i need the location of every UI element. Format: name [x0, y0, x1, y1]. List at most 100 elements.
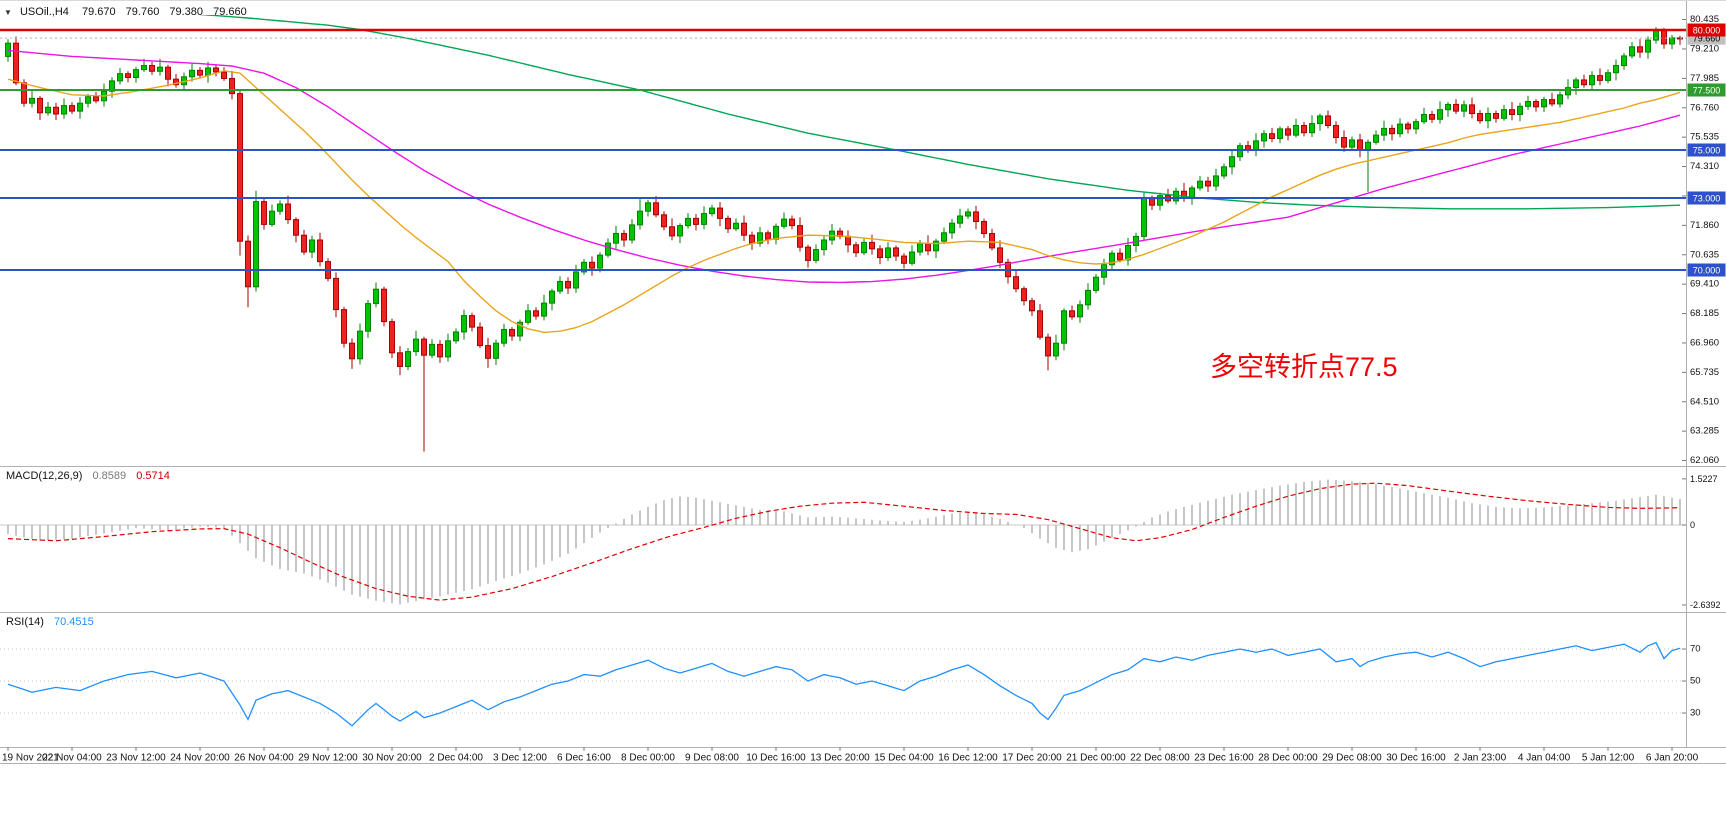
price-tick-label: 62.060	[1690, 455, 1719, 466]
candle	[437, 343, 443, 358]
candle	[1197, 180, 1203, 189]
candle	[597, 254, 603, 269]
candle	[1045, 336, 1051, 357]
rsi-tick-label: 30	[1690, 708, 1701, 719]
candle	[357, 330, 363, 360]
price-tick-label: 76.760	[1690, 102, 1719, 113]
candle	[1333, 125, 1339, 139]
macd-signal-value: 0.5714	[136, 470, 170, 482]
macd-axis-labels[interactable]: 1.5227 0 -2.6392	[1682, 474, 1721, 610]
candle	[885, 247, 891, 259]
svg-text:79.660: 79.660	[1693, 34, 1721, 44]
candle	[669, 226, 675, 237]
price-badge-75.000: 75.000	[1687, 143, 1726, 157]
macd-tick-label: -2.6392	[1690, 600, 1721, 610]
chart-title: ▼ USOil.,H4 79.670 79.760 79.380 79.660	[4, 6, 254, 18]
candle	[229, 77, 235, 95]
candle	[509, 329, 515, 337]
candle	[1061, 310, 1067, 344]
candle	[1581, 79, 1587, 86]
candle	[1453, 103, 1459, 112]
rsi-panel[interactable]	[0, 641, 1686, 727]
candle	[445, 340, 451, 358]
rsi-tick-label: 50	[1690, 676, 1701, 687]
price-badge-73.000: 73.000	[1687, 191, 1726, 205]
ma-orange-line	[7, 70, 1681, 334]
candle	[221, 71, 227, 79]
candle	[1533, 101, 1539, 108]
candle	[1285, 128, 1291, 136]
rsi-tick-label: 70	[1690, 644, 1701, 655]
macd-panel[interactable]	[0, 479, 1686, 605]
candle	[1221, 166, 1227, 177]
time-label: 5 Jan 12:00	[1582, 753, 1635, 764]
price-tick-label: 75.535	[1690, 132, 1719, 143]
candle	[477, 326, 483, 347]
price-tick-label: 65.735	[1690, 367, 1719, 378]
price-axis-labels[interactable]: 80.435 79.210 77.985 76.760 75.535 74.310 73.0…	[1682, 14, 1719, 466]
candle	[997, 247, 1003, 263]
candle	[869, 241, 875, 250]
candle	[301, 234, 307, 253]
candle	[749, 234, 755, 244]
candle	[461, 315, 467, 333]
candle	[1013, 276, 1019, 290]
price-tick-label: 71.860	[1690, 220, 1719, 231]
candle	[981, 221, 987, 235]
candle	[133, 69, 139, 79]
time-label: 23 Dec 16:00	[1194, 753, 1254, 764]
price-badge-77.500: 77.500	[1687, 83, 1726, 97]
candle	[1229, 156, 1235, 168]
candle	[1445, 103, 1451, 111]
candle	[269, 210, 275, 225]
candle	[285, 203, 291, 221]
candle	[149, 65, 155, 72]
rsi-name: RSI(14)	[6, 616, 44, 628]
candle	[1261, 133, 1267, 142]
candle	[157, 66, 163, 72]
price-badge-80.000: 80.000	[1687, 23, 1726, 37]
time-label: 30 Nov 20:00	[362, 753, 422, 764]
candle	[69, 105, 75, 112]
candle	[189, 69, 195, 78]
candle	[1213, 175, 1219, 187]
candle	[397, 352, 403, 367]
candle	[1421, 113, 1427, 123]
candle	[1317, 115, 1323, 125]
candle	[469, 315, 475, 328]
high-value: 79.760	[125, 6, 160, 18]
candle	[141, 65, 147, 71]
candle	[933, 240, 939, 252]
candle	[973, 211, 979, 223]
time-label: 8 Dec 00:00	[621, 753, 675, 764]
time-label: 23 Nov 12:00	[106, 753, 166, 764]
time-label: 3 Dec 12:00	[493, 753, 547, 764]
candle	[701, 213, 707, 225]
candle	[1269, 133, 1275, 139]
candle	[309, 239, 315, 253]
price-tick-label: 77.985	[1690, 73, 1719, 84]
candle	[1117, 252, 1123, 261]
candle	[165, 66, 171, 80]
horizontal-lines	[0, 28, 1686, 271]
time-label: 6 Dec 16:00	[557, 753, 611, 764]
candle	[493, 342, 499, 359]
candle	[1541, 99, 1547, 108]
candle	[261, 201, 267, 225]
symbol-timeframe-label: USOil.,H4	[19, 6, 69, 18]
price-panel[interactable]	[5, 1, 1683, 452]
time-label: 21 Dec 00:00	[1066, 753, 1126, 764]
time-label: 2 Dec 04:00	[429, 753, 483, 764]
candle	[1477, 113, 1483, 122]
candle	[1589, 75, 1595, 86]
candle	[549, 290, 555, 304]
candle	[1493, 113, 1499, 119]
annotation-text[interactable]: 多空转折点77.5	[1210, 352, 1398, 382]
candle	[37, 97, 43, 114]
candle	[85, 96, 91, 104]
candle	[317, 239, 323, 263]
candle	[541, 302, 547, 317]
rsi-axis-labels[interactable]: 70 50 30	[1682, 644, 1701, 719]
